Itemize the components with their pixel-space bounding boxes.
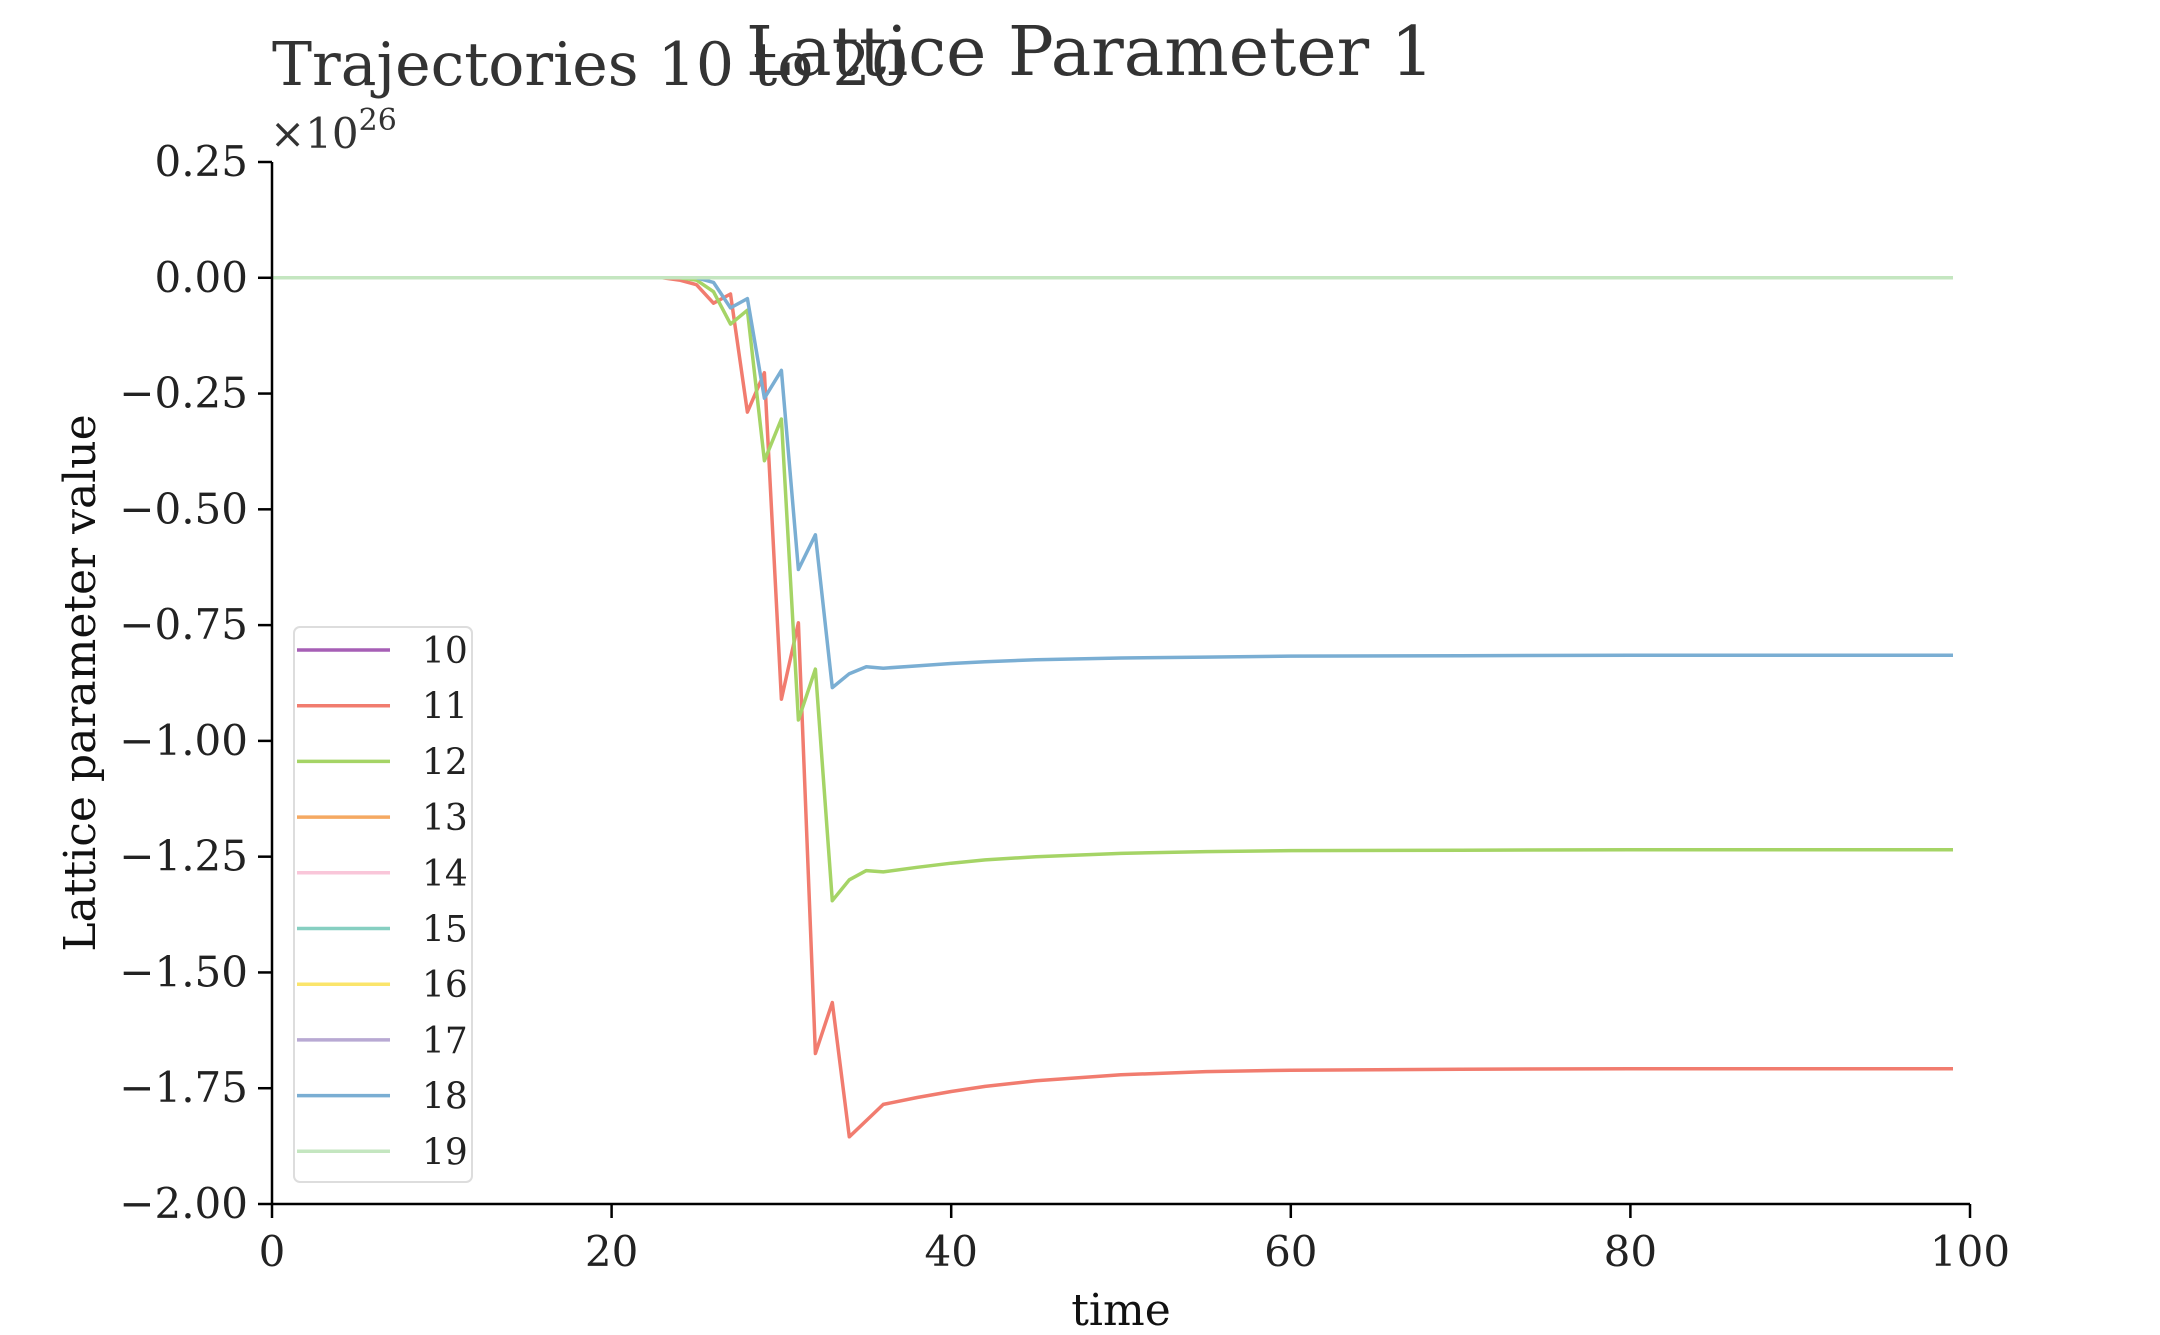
legend-frame bbox=[293, 626, 473, 1183]
x-tick-label: 0 bbox=[259, 1227, 286, 1276]
series-line-11 bbox=[272, 276, 1953, 1139]
legend-label-18: 18 bbox=[422, 1077, 468, 1118]
y-tick-label: −1.50 bbox=[119, 947, 248, 996]
x-axis-label: time bbox=[1071, 1285, 1171, 1335]
chart-title: Lattice Parameter 1 bbox=[746, 13, 1434, 92]
x-ticks: 0 20 40 60 80 100 bbox=[259, 1204, 2010, 1276]
y-scale-exponent: 26 bbox=[359, 103, 397, 138]
legend-label-14: 14 bbox=[422, 854, 468, 895]
x-tick-label: 40 bbox=[924, 1227, 977, 1276]
y-tick-label: −0.75 bbox=[119, 600, 248, 649]
legend-label-15: 15 bbox=[422, 910, 468, 951]
x-tick-label: 60 bbox=[1264, 1227, 1317, 1276]
legend-label-11: 11 bbox=[422, 687, 468, 728]
y-tick-label: −0.50 bbox=[119, 484, 248, 533]
y-tick-label: −1.25 bbox=[119, 832, 248, 881]
y-tick-label: −1.00 bbox=[119, 716, 248, 765]
y-ticks: 0.25 0.00 −0.25 −0.50 −0.75 −1.00 −1.25 −1.50 −1… bbox=[119, 137, 272, 1228]
y-tick-label: −0.25 bbox=[119, 369, 248, 418]
legend-label-10: 10 bbox=[422, 631, 468, 672]
y-scale-base: ×10 bbox=[270, 109, 359, 158]
y-axis-label: Lattice parameter value bbox=[55, 414, 106, 951]
legend-label-17: 17 bbox=[422, 1021, 468, 1062]
y-tick-label: −1.75 bbox=[119, 1063, 248, 1112]
y-scale-multiplier: ×1026 bbox=[270, 103, 397, 158]
x-tick-label: 20 bbox=[585, 1227, 638, 1276]
series-line-18 bbox=[272, 276, 1953, 690]
legend-label-16: 16 bbox=[422, 965, 468, 1006]
x-tick-label: 100 bbox=[1930, 1227, 2010, 1276]
legend-label-12: 12 bbox=[422, 742, 468, 783]
y-tick-label: 0.25 bbox=[154, 137, 248, 186]
series-line-12 bbox=[272, 276, 1953, 903]
legend-label-13: 13 bbox=[422, 798, 468, 839]
legend: 10 11 12 13 14 15 16 17 18 19 bbox=[293, 626, 473, 1183]
x-tick-label: 80 bbox=[1604, 1227, 1657, 1276]
legend-label-19: 19 bbox=[422, 1132, 468, 1173]
series-layer bbox=[272, 276, 1953, 1139]
y-tick-label: −2.00 bbox=[119, 1179, 248, 1228]
chart-subtitle: Trajectories 10 to 20 bbox=[272, 30, 909, 100]
y-tick-label: 0.00 bbox=[154, 253, 248, 302]
